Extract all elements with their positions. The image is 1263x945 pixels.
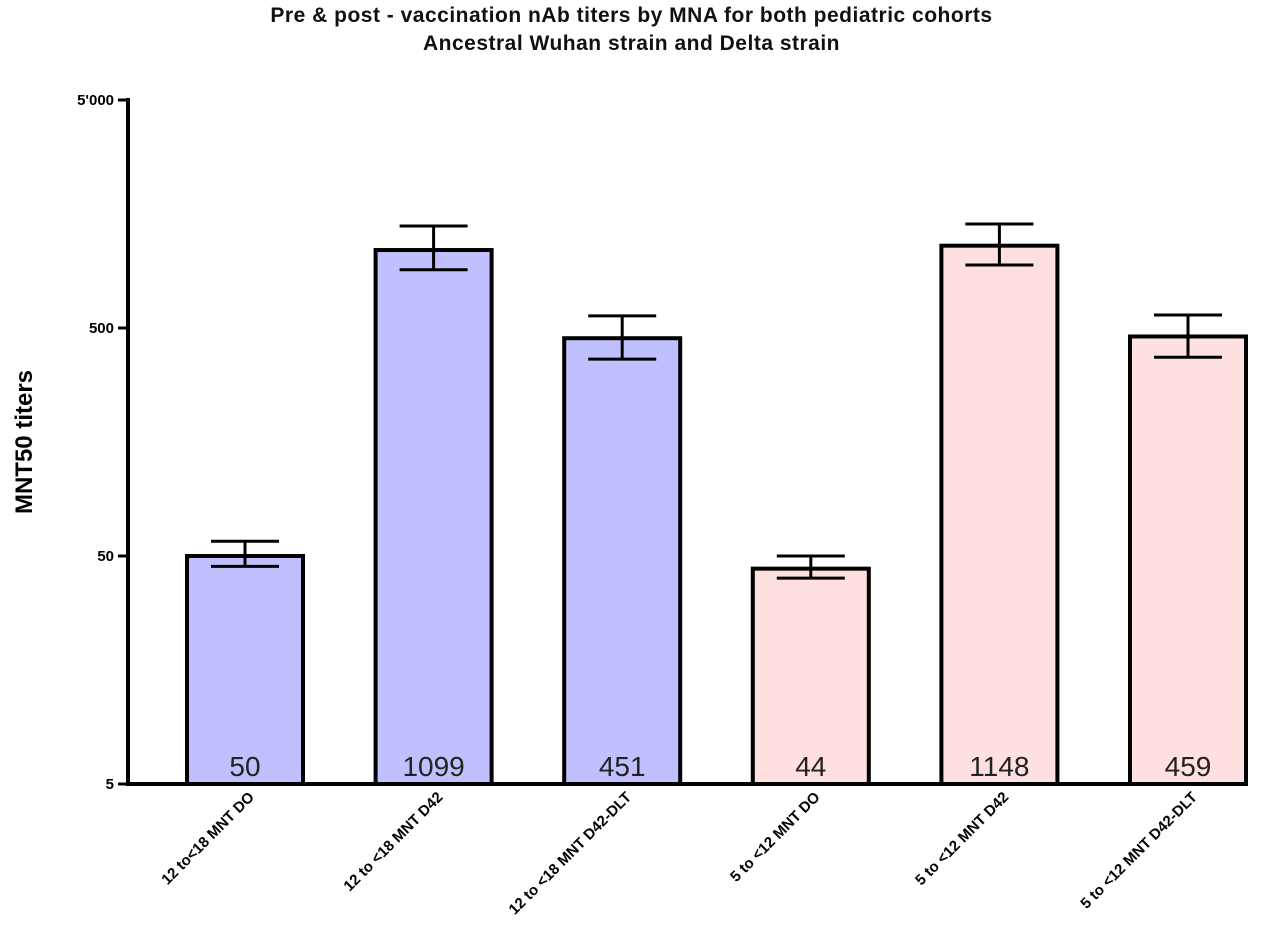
bar-value-label: 451	[599, 751, 646, 782]
y-tick-label: 5'000	[77, 92, 114, 109]
x-tick-label: 12 to <18 MNT D42	[340, 789, 446, 895]
bar-value-label: 44	[795, 751, 826, 782]
y-tick-label: 5	[106, 776, 114, 793]
y-tick-label: 500	[89, 320, 114, 337]
bar	[373, 248, 494, 786]
bar-value-label: 1099	[402, 751, 464, 782]
bar	[562, 336, 683, 786]
y-tick-label: 50	[97, 548, 114, 565]
x-tick-label: 5 to <12 MNT D42-DLT	[1077, 789, 1201, 913]
bar-value-label: 459	[1165, 751, 1212, 782]
bar	[1128, 334, 1248, 786]
x-tick-label: 12 to<18 MNT DO	[158, 789, 258, 889]
chart-title: Pre & post - vaccination nAb titers by M…	[270, 4, 993, 27]
bar-value-label: 1148	[969, 751, 1029, 782]
bar-value-label: 50	[229, 751, 260, 782]
x-tick-label: 5 to <12 MNT D42	[912, 789, 1012, 889]
x-tick-label: 5 to <12 MNT DO	[727, 789, 824, 886]
bar	[185, 554, 305, 786]
chart-subtitle: Ancestral Wuhan strain and Delta strain	[422, 32, 841, 55]
x-tick-label: 12 to <18 MNT D42-DLT	[506, 789, 635, 918]
bar	[939, 243, 1060, 786]
